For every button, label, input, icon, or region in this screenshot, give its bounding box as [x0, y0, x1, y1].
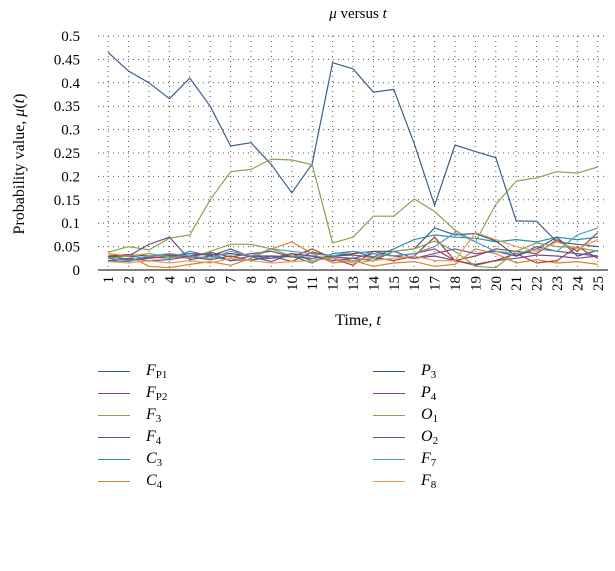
x-axis-label: Time, t — [335, 312, 381, 329]
series-line-fp1 — [107, 51, 598, 248]
x-tick-label: 5 — [183, 276, 199, 284]
x-tick-label: 16 — [407, 276, 423, 292]
x-tick-label: 3 — [142, 276, 158, 284]
y-axis-label: Probability value, μ(t) — [11, 94, 28, 235]
x-tick-label: 12 — [326, 276, 342, 291]
x-tick-label: 1 — [101, 276, 117, 284]
series-lines — [107, 51, 599, 269]
y-tick-labels: 0 0.05 0.1 0.15 0.2 0.25 0.3 0.35 0.4 0.45 0.5 — [54, 29, 81, 279]
series-line-f7 — [108, 227, 598, 262]
x-tick-label: 6 — [203, 276, 219, 284]
y-tick-label: 0.1 — [61, 216, 80, 232]
series-line-f8 — [108, 232, 599, 264]
y-tick-label: 0.4 — [61, 76, 80, 92]
y-tick-label: 0.3 — [61, 123, 80, 139]
x-tick-label: 7 — [224, 276, 240, 284]
y-tick-label: 0.5 — [61, 29, 80, 45]
x-tick-label: 25 — [591, 276, 607, 291]
x-tick-label: 11 — [305, 276, 321, 290]
y-tick-label: 0.15 — [54, 193, 80, 209]
x-tick-label: 21 — [509, 276, 525, 291]
x-tick-label: 20 — [489, 276, 505, 291]
x-tick-label: 15 — [387, 276, 403, 291]
x-tick-label: 13 — [346, 276, 362, 291]
x-tick-label: 17 — [428, 276, 444, 292]
series-line-f3 — [108, 158, 598, 253]
y-tick-label: 0.25 — [54, 146, 80, 162]
x-tick-label: 10 — [285, 276, 301, 291]
x-tick-label: 24 — [570, 276, 586, 292]
y-tick-label: 0.05 — [54, 240, 80, 256]
x-tick-label: 9 — [264, 276, 280, 284]
x-tick-label: 8 — [244, 276, 260, 284]
x-tick-label: 22 — [530, 276, 546, 291]
x-tick-labels: 1 2 3 4 5 6 7 8 9 10 11 12 13 14 15 16 17 18 19 20 21 22 23 24 2… — [101, 276, 607, 292]
x-tick-label: 18 — [448, 276, 464, 291]
chart-title: μ versus t — [328, 6, 387, 22]
x-tick-label: 14 — [366, 276, 382, 292]
y-tick-label: 0 — [73, 263, 81, 279]
y-tick-label: 0.35 — [54, 99, 80, 115]
y-tick-label: 0.2 — [61, 169, 80, 185]
x-tick-label: 19 — [468, 276, 484, 291]
x-tick-label: 23 — [550, 276, 566, 291]
grid-lines — [98, 35, 608, 270]
x-tick-label: 4 — [162, 276, 178, 284]
x-tick-label: 2 — [122, 276, 138, 284]
series-line-o1 — [108, 240, 598, 269]
y-tick-label: 0.45 — [54, 52, 80, 68]
